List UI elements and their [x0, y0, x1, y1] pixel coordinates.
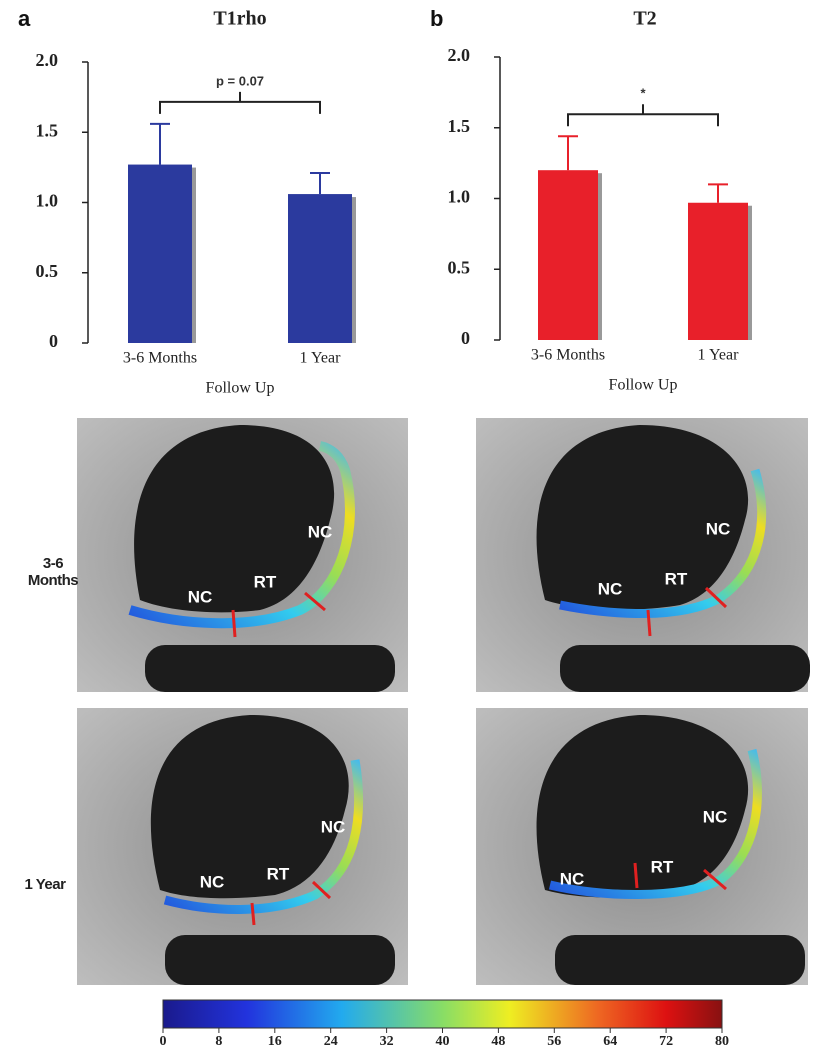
x-tick-label: 3-6 Months	[123, 350, 197, 367]
bracket	[159, 91, 321, 114]
image-label: NC	[321, 817, 346, 836]
x-tick-label: 24	[324, 1034, 338, 1049]
y-tick-label: 1.0	[448, 187, 471, 207]
x-tick-label: 1 Year	[300, 350, 342, 367]
y-tick-label: 2.0	[36, 50, 59, 70]
x-tick-label: 16	[268, 1034, 282, 1049]
annotation: *	[640, 86, 646, 101]
y-tick-label: 1.0	[36, 191, 59, 211]
bar	[128, 164, 192, 343]
image-label: NC	[308, 522, 333, 541]
row-label: 3-6 Months	[27, 555, 79, 589]
annotation: p = 0.07	[216, 73, 264, 88]
x-tick-label: 80	[715, 1034, 729, 1049]
image-label: NC	[188, 587, 213, 606]
mri-image	[77, 418, 810, 985]
x-tick-label: 0	[160, 1034, 167, 1049]
colorbar	[162, 999, 723, 1029]
x-axis-label: Follow Up	[206, 380, 275, 397]
x-axis-label: Follow Up	[609, 377, 678, 394]
image-label: NC	[703, 807, 728, 826]
chart-title: T2	[633, 8, 656, 30]
x-tick-label: 56	[547, 1034, 561, 1049]
y-tick-label: 1.5	[448, 116, 471, 136]
image-label: NC	[560, 869, 585, 888]
x-tick-label: 3-6 Months	[531, 347, 605, 364]
chart-title: T1rho	[213, 8, 266, 30]
x-tick-label: 40	[436, 1034, 450, 1049]
image-label: RT	[254, 572, 277, 591]
bracket	[567, 104, 719, 127]
image-label: RT	[665, 569, 688, 588]
bar	[538, 170, 598, 340]
x-tick-label: 64	[603, 1034, 617, 1049]
x-tick-label: 1 Year	[698, 347, 740, 364]
x-tick-label: 72	[659, 1034, 673, 1049]
x-tick-label: 48	[491, 1034, 505, 1049]
image-label: NC	[598, 579, 623, 598]
image-label: RT	[651, 857, 674, 876]
bar	[688, 202, 748, 340]
bar	[288, 194, 352, 343]
y-tick-label: 1.5	[36, 120, 59, 140]
y-tick-label: 0	[49, 331, 58, 351]
y-tick-label: 0	[461, 328, 470, 348]
y-tick-label: 0.5	[448, 257, 471, 277]
y-tick-label: 2.0	[448, 45, 471, 65]
image-label: NC	[200, 872, 225, 891]
x-tick-label: 8	[215, 1034, 222, 1049]
image-label: NC	[706, 519, 731, 538]
row-label: 1 Year	[24, 876, 66, 893]
panel-letter: b	[430, 6, 443, 31]
panel-letter: a	[18, 6, 31, 31]
x-tick-label: 32	[380, 1034, 394, 1049]
y-tick-label: 0.5	[36, 261, 59, 281]
image-label: RT	[267, 864, 290, 883]
